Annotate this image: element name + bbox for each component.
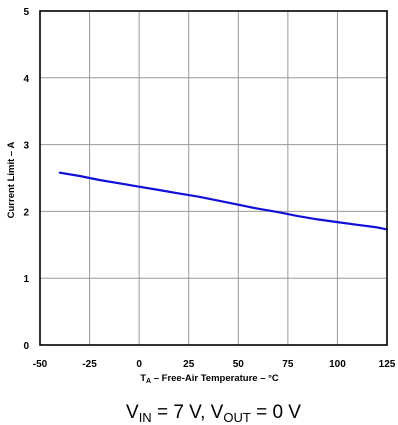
caption-vout-value: = 0 V [251,402,301,423]
x-tick-label: -25 [82,359,97,370]
x-tick-label: 100 [329,359,346,370]
y-tick-label: 5 [23,7,29,18]
y-tick-label: 0 [23,341,29,352]
x-axis-title: TA – Free-Air Temperature – °C [140,373,279,385]
grid-lines [40,11,387,345]
caption-vin-symbol: V [126,402,139,423]
plot-frame [39,10,388,346]
x-tick-label: -50 [33,359,48,370]
y-tick-labels: 0 1 2 3 4 5 [23,7,29,352]
caption-vin-subscript: IN [139,410,152,425]
test-conditions-caption: VIN = 7 V, VOUT = 0 V [126,402,301,425]
x-axis-title-text: – Free-Air Temperature – °C [151,373,279,384]
x-axis-title-subscript: A [146,378,151,385]
y-tick-label: 3 [23,141,29,152]
y-tick-label: 1 [23,274,29,285]
y-axis-title: Current Limit – A [6,142,17,219]
caption-vin-value: = 7 V, V [152,402,224,423]
x-tick-labels: -50 -25 0 25 50 75 100 125 [33,359,396,370]
x-tick-label: 25 [183,359,195,370]
x-tick-label: 50 [233,359,245,370]
x-tick-label: 125 [379,359,396,370]
series-layer [58,171,389,231]
x-tick-label: 75 [282,359,294,370]
current-limit-series-line [58,171,389,231]
y-tick-label: 2 [23,207,29,218]
caption-vout-subscript: OUT [223,410,251,425]
y-tick-label: 4 [23,74,29,85]
x-axis-title-symbol: T [140,373,146,384]
x-tick-label: 0 [136,359,142,370]
